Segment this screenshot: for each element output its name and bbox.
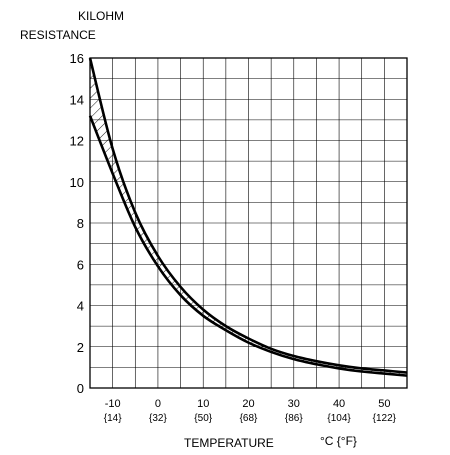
y-tick-label: 14 [70, 92, 84, 107]
x-tick-label-fahrenheit: {86} [285, 413, 303, 424]
x-tick-label-celsius: -10 [105, 398, 121, 410]
y-tick-label: 10 [70, 175, 84, 190]
x-tick-label-celsius: 30 [288, 398, 300, 410]
x-tick-label-fahrenheit: {32} [149, 413, 167, 424]
x-tick-label-fahrenheit: {122} [373, 413, 397, 424]
y-axis-title-line2: RESISTANCE [20, 28, 96, 42]
x-tick-label-celsius: 50 [378, 398, 390, 410]
y-tick-label: 16 [70, 51, 84, 66]
y-tick-label: 6 [77, 257, 84, 272]
upper-curve [88, 57, 408, 374]
x-axis-title: TEMPERATURE [184, 436, 274, 450]
lower-curve [88, 115, 408, 377]
y-tick-label: 4 [77, 299, 84, 314]
x-tick-label-celsius: 0 [155, 398, 161, 410]
y-tick-label: 12 [70, 134, 84, 149]
y-axis-title-line1: KILOHM [78, 9, 124, 23]
x-tick-label-fahrenheit: {68} [240, 413, 258, 424]
y-tick-label: 8 [77, 216, 84, 231]
x-tick-label-celsius: 10 [197, 398, 209, 410]
x-tick-label-fahrenheit: {50} [194, 413, 212, 424]
x-axis-unit: °C {°F} [320, 434, 357, 448]
x-tick-label-celsius: 20 [242, 398, 254, 410]
plot-frame [89, 57, 408, 389]
x-tick-labels: -10 {14} 0 {32} 10 {50} 20 {68} 30 {86} 40 {104} 50 {… [104, 398, 397, 424]
x-tick-label-fahrenheit: {104} [327, 413, 351, 424]
y-tick-label: 0 [77, 381, 84, 396]
curves [88, 57, 408, 377]
y-tick-labels: 0 2 4 6 8 10 12 14 16 [70, 51, 84, 396]
y-tick-label: 2 [77, 340, 84, 355]
x-tick-label-fahrenheit: {14} [104, 413, 122, 424]
x-tick-label-celsius: 40 [333, 398, 345, 410]
